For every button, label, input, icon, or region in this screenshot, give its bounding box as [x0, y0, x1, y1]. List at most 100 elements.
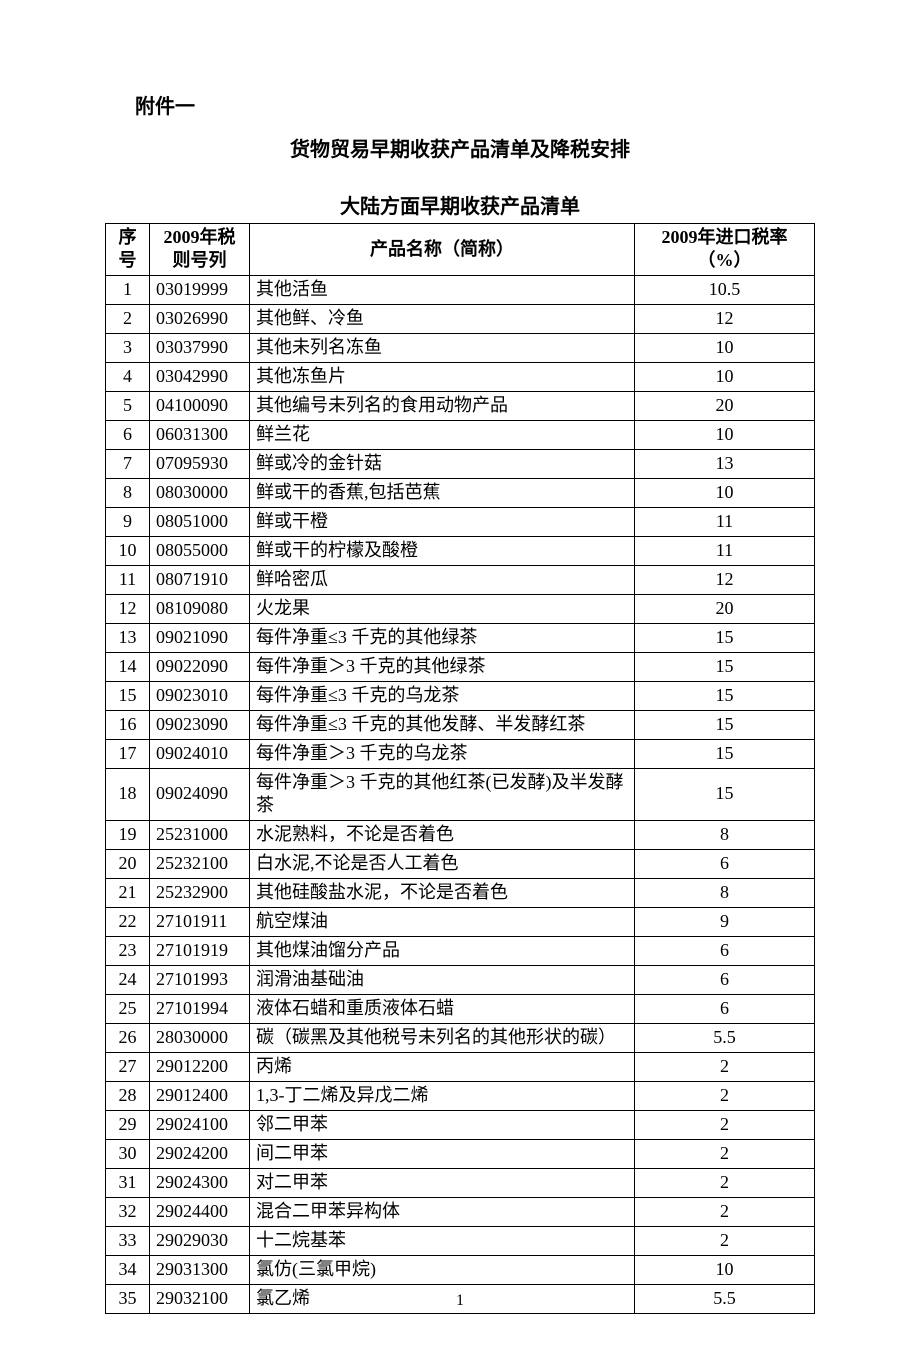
- cell-name: 液体石蜡和重质液体石蜡: [250, 994, 635, 1023]
- cell-name: 邻二甲苯: [250, 1110, 635, 1139]
- cell-seq: 7: [106, 449, 150, 478]
- cell-rate: 2: [635, 1081, 815, 1110]
- table-row: 1309021090每件净重≤3 千克的其他绿茶15: [106, 623, 815, 652]
- cell-rate: 15: [635, 768, 815, 820]
- cell-code: 28030000: [150, 1023, 250, 1052]
- cell-seq: 3: [106, 333, 150, 362]
- cell-seq: 20: [106, 849, 150, 878]
- cell-code: 29024400: [150, 1197, 250, 1226]
- cell-rate: 15: [635, 652, 815, 681]
- cell-code: 29012400: [150, 1081, 250, 1110]
- table-row: 1809024090每件净重＞3 千克的其他红茶(已发酵)及半发酵茶15: [106, 768, 815, 820]
- table-row: 908051000鲜或干橙11: [106, 507, 815, 536]
- cell-name: 润滑油基础油: [250, 965, 635, 994]
- table-row: 504100090其他编号未列名的食用动物产品20: [106, 391, 815, 420]
- cell-name: 鲜或干的香蕉,包括芭蕉: [250, 478, 635, 507]
- table-row: 3029024200间二甲苯2: [106, 1139, 815, 1168]
- cell-rate: 15: [635, 623, 815, 652]
- cell-rate: 11: [635, 536, 815, 565]
- cell-name: 其他未列名冻鱼: [250, 333, 635, 362]
- cell-name: 每件净重≤3 千克的其他发酵、半发酵红茶: [250, 710, 635, 739]
- table-row: 2427101993润滑油基础油6: [106, 965, 815, 994]
- cell-rate: 20: [635, 594, 815, 623]
- cell-seq: 23: [106, 936, 150, 965]
- cell-rate: 2: [635, 1197, 815, 1226]
- cell-rate: 13: [635, 449, 815, 478]
- cell-seq: 16: [106, 710, 150, 739]
- cell-rate: 6: [635, 936, 815, 965]
- table-row: 3329029030十二烷基苯2: [106, 1226, 815, 1255]
- cell-name: 间二甲苯: [250, 1139, 635, 1168]
- cell-seq: 28: [106, 1081, 150, 1110]
- cell-name: 对二甲苯: [250, 1168, 635, 1197]
- cell-rate: 12: [635, 565, 815, 594]
- cell-rate: 12: [635, 304, 815, 333]
- cell-rate: 20: [635, 391, 815, 420]
- cell-code: 09022090: [150, 652, 250, 681]
- table-row: 1609023090每件净重≤3 千克的其他发酵、半发酵红茶15: [106, 710, 815, 739]
- cell-rate: 2: [635, 1110, 815, 1139]
- cell-code: 09021090: [150, 623, 250, 652]
- cell-name: 其他硅酸盐水泥，不论是否着色: [250, 878, 635, 907]
- cell-rate: 6: [635, 849, 815, 878]
- cell-rate: 8: [635, 820, 815, 849]
- cell-code: 27101993: [150, 965, 250, 994]
- cell-code: 29012200: [150, 1052, 250, 1081]
- cell-rate: 2: [635, 1226, 815, 1255]
- table-row: 3229024400混合二甲苯异构体2: [106, 1197, 815, 1226]
- table-row: 2327101919其他煤油馏分产品6: [106, 936, 815, 965]
- cell-name: 其他鲜、冷鱼: [250, 304, 635, 333]
- cell-name: 十二烷基苯: [250, 1226, 635, 1255]
- cell-seq: 21: [106, 878, 150, 907]
- cell-code: 09024010: [150, 739, 250, 768]
- table-row: 606031300鲜兰花10: [106, 420, 815, 449]
- table-row: 1925231000水泥熟料，不论是否着色8: [106, 820, 815, 849]
- cell-name: 鲜或冷的金针菇: [250, 449, 635, 478]
- table-row: 707095930鲜或冷的金针菇13: [106, 449, 815, 478]
- table-row: 103019999其他活鱼10.5: [106, 275, 815, 304]
- table-row: 1409022090每件净重＞3 千克的其他绿茶15: [106, 652, 815, 681]
- cell-code: 25232900: [150, 878, 250, 907]
- cell-name: 1,3-丁二烯及异戊二烯: [250, 1081, 635, 1110]
- cell-seq: 29: [106, 1110, 150, 1139]
- cell-name: 火龙果: [250, 594, 635, 623]
- cell-seq: 1: [106, 275, 150, 304]
- cell-seq: 25: [106, 994, 150, 1023]
- table-row: 1709024010每件净重＞3 千克的乌龙茶15: [106, 739, 815, 768]
- table-row: 303037990其他未列名冻鱼10: [106, 333, 815, 362]
- cell-name: 鲜哈密瓜: [250, 565, 635, 594]
- cell-seq: 26: [106, 1023, 150, 1052]
- cell-rate: 8: [635, 878, 815, 907]
- cell-name: 每件净重＞3 千克的其他红茶(已发酵)及半发酵茶: [250, 768, 635, 820]
- cell-rate: 6: [635, 965, 815, 994]
- table-row: 2729012200丙烯2: [106, 1052, 815, 1081]
- cell-rate: 10: [635, 420, 815, 449]
- cell-rate: 9: [635, 907, 815, 936]
- cell-rate: 2: [635, 1139, 815, 1168]
- cell-code: 27101919: [150, 936, 250, 965]
- cell-name: 白水泥,不论是否人工着色: [250, 849, 635, 878]
- col-header-code: 2009年税则号列: [150, 224, 250, 276]
- cell-seq: 32: [106, 1197, 150, 1226]
- cell-code: 06031300: [150, 420, 250, 449]
- cell-code: 08071910: [150, 565, 250, 594]
- cell-code: 29024100: [150, 1110, 250, 1139]
- cell-code: 03026990: [150, 304, 250, 333]
- cell-code: 03042990: [150, 362, 250, 391]
- cell-code: 08109080: [150, 594, 250, 623]
- table-row: 2628030000碳（碳黑及其他税号未列名的其他形状的碳）5.5: [106, 1023, 815, 1052]
- cell-code: 29031300: [150, 1255, 250, 1284]
- cell-seq: 11: [106, 565, 150, 594]
- cell-code: 27101994: [150, 994, 250, 1023]
- cell-name: 航空煤油: [250, 907, 635, 936]
- cell-seq: 30: [106, 1139, 150, 1168]
- table-row: 1509023010每件净重≤3 千克的乌龙茶15: [106, 681, 815, 710]
- cell-rate: 10: [635, 333, 815, 362]
- main-title: 货物贸易早期收获产品清单及降税安排: [105, 133, 815, 162]
- cell-rate: 10: [635, 1255, 815, 1284]
- cell-name: 鲜或干的柠檬及酸橙: [250, 536, 635, 565]
- cell-code: 29024300: [150, 1168, 250, 1197]
- cell-seq: 4: [106, 362, 150, 391]
- cell-seq: 24: [106, 965, 150, 994]
- cell-code: 29029030: [150, 1226, 250, 1255]
